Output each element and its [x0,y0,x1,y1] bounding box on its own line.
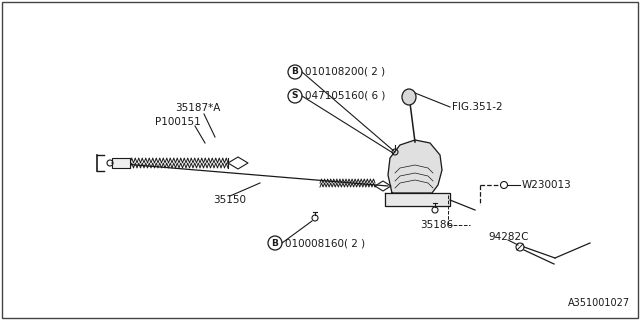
Text: FIG.351-2: FIG.351-2 [452,102,502,112]
Text: W230013: W230013 [522,180,572,190]
Text: 047105160( 6 ): 047105160( 6 ) [305,91,385,101]
Text: B: B [271,238,278,247]
Text: S: S [292,92,298,100]
FancyBboxPatch shape [112,158,130,168]
Text: A351001027: A351001027 [568,298,630,308]
Text: 35186: 35186 [420,220,453,230]
Text: 94282C: 94282C [488,232,529,242]
Text: 35187*A: 35187*A [175,103,220,113]
Text: B: B [292,68,298,76]
Polygon shape [385,193,450,206]
Text: 35150: 35150 [213,195,246,205]
Polygon shape [388,140,442,193]
Text: 010108200( 2 ): 010108200( 2 ) [305,67,385,77]
Text: 010008160( 2 ): 010008160( 2 ) [285,238,365,248]
Ellipse shape [402,89,416,105]
Text: P100151: P100151 [155,117,201,127]
